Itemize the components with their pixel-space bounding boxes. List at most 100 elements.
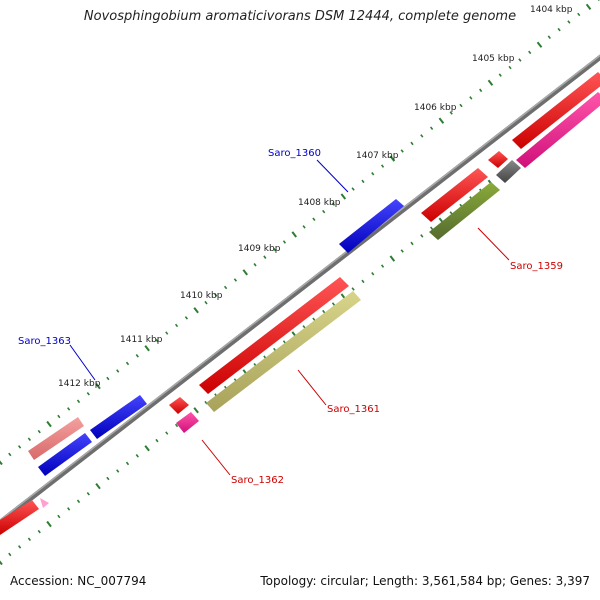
gene-cds-saro-1360[interactable] bbox=[339, 199, 404, 253]
strand-tick bbox=[400, 249, 404, 253]
ruler-tick bbox=[487, 79, 494, 86]
ruler-tick bbox=[155, 338, 159, 343]
ruler-ticks bbox=[0, 0, 600, 466]
ruler-tick bbox=[528, 50, 532, 55]
strand-tick bbox=[86, 492, 90, 496]
ruler-label-1407: 1407 kbp bbox=[356, 151, 399, 161]
strand-tick bbox=[331, 302, 336, 306]
ruler-tick bbox=[184, 316, 189, 320]
gene-cds-saro-1361[interactable] bbox=[199, 277, 349, 394]
strand-tick bbox=[144, 445, 150, 452]
strand-tick bbox=[429, 226, 434, 230]
strand-tick bbox=[67, 507, 71, 511]
ruler-label-1411: 1411 kbp bbox=[120, 335, 163, 345]
strand-tick bbox=[0, 560, 3, 566]
ruler-tick bbox=[400, 149, 404, 153]
gene-cds-blue-mid-left[interactable] bbox=[90, 395, 147, 439]
strand-tick bbox=[125, 461, 130, 466]
accession-text: Accession: NC_007794 bbox=[10, 574, 147, 588]
ruler-tick bbox=[106, 376, 110, 381]
ruler-tick bbox=[8, 452, 12, 457]
genome-summary-text: Topology: circular; Length: 3,561,584 bp… bbox=[260, 574, 590, 588]
genome-backbone bbox=[0, 54, 600, 526]
ruler-label-1409: 1409 kbp bbox=[238, 244, 281, 254]
strand-tick bbox=[174, 423, 179, 428]
ruler-tick bbox=[302, 225, 306, 229]
ruler-tick bbox=[536, 41, 543, 48]
ruler-tick bbox=[567, 20, 571, 24]
ruler-tick bbox=[438, 117, 445, 124]
gene-magenta-top-right[interactable] bbox=[516, 92, 600, 168]
ruler-tick bbox=[371, 172, 375, 176]
ruler-tick bbox=[174, 323, 179, 328]
strand-tick bbox=[389, 255, 396, 262]
gene-khaki-saro-1361[interactable] bbox=[206, 291, 361, 412]
ruler-tick bbox=[429, 126, 434, 130]
ruler-tick bbox=[498, 73, 502, 77]
ruler-labels: 1404 kbp 1405 kbp 1406 kbp 1407 kbp 1408… bbox=[58, 5, 573, 389]
strand-tick bbox=[165, 431, 169, 435]
gene-magenta-saro-1362[interactable] bbox=[176, 412, 199, 433]
ruler-tick bbox=[351, 187, 355, 191]
ruler-tick bbox=[518, 58, 522, 62]
gene-label-saro-1360[interactable]: Saro_1360 bbox=[268, 148, 321, 159]
leader-line-saro-1359 bbox=[477, 227, 510, 261]
gene-cds-saro-1362-small[interactable] bbox=[169, 397, 189, 414]
gene-gray-right[interactable] bbox=[496, 160, 521, 183]
ruler-tick bbox=[282, 240, 287, 244]
gene-cds-top-right[interactable] bbox=[512, 72, 600, 149]
gene-pink-small[interactable] bbox=[40, 498, 49, 508]
strand-tick bbox=[57, 514, 61, 519]
strand-tick bbox=[17, 545, 22, 549]
ruler-tick bbox=[420, 134, 424, 138]
ruler-tick bbox=[37, 429, 41, 434]
leader-line-saro-1362 bbox=[201, 439, 231, 476]
ruler-tick bbox=[597, 0, 600, 1]
ruler-tick bbox=[253, 263, 257, 267]
strand-tick bbox=[37, 529, 41, 534]
gene-cds-saro-1359[interactable] bbox=[421, 168, 488, 222]
strand-tick bbox=[8, 552, 12, 557]
gene-salmon-left[interactable] bbox=[28, 417, 84, 460]
genome-backbone-highlight bbox=[0, 54, 600, 522]
strand-tick bbox=[46, 520, 52, 528]
ruler-tick bbox=[331, 202, 336, 206]
gene-label-saro-1361[interactable]: Saro_1361 bbox=[327, 404, 380, 415]
strand-tick bbox=[420, 234, 424, 238]
ruler-tick bbox=[27, 437, 32, 441]
ruler-tick bbox=[273, 247, 277, 252]
ruler-label-1410: 1410 kbp bbox=[180, 291, 223, 301]
gene-olive-saro-1359[interactable] bbox=[429, 182, 500, 240]
ruler-tick bbox=[242, 269, 248, 276]
gene-label-saro-1359[interactable]: Saro_1359 bbox=[510, 261, 563, 272]
strand-tick bbox=[155, 438, 159, 443]
ruler-tick bbox=[76, 399, 81, 404]
gene-cds-small-right[interactable] bbox=[488, 151, 508, 168]
ruler-label-1406: 1406 kbp bbox=[414, 103, 457, 113]
strand-tick bbox=[312, 317, 316, 321]
ruler-label-1412: 1412 kbp bbox=[58, 379, 101, 389]
ruler-tick bbox=[361, 179, 365, 184]
gene-cds-bottom-left[interactable] bbox=[0, 500, 39, 535]
ruler-tick bbox=[547, 35, 551, 39]
ruler-tick bbox=[585, 3, 592, 11]
gene-label-saro-1362[interactable]: Saro_1362 bbox=[231, 475, 284, 486]
ruler-label-1405: 1405 kbp bbox=[472, 54, 515, 64]
ruler-label-1404: 1404 kbp bbox=[530, 5, 573, 15]
strand-tick bbox=[302, 325, 306, 329]
ruler-tick bbox=[233, 278, 238, 282]
ruler-tick bbox=[340, 193, 347, 200]
strand-tick bbox=[351, 287, 355, 291]
ruler-tick bbox=[193, 307, 199, 314]
ruler-tick bbox=[459, 103, 463, 108]
ruler-tick bbox=[67, 407, 71, 411]
gene-label-saro-1363[interactable]: Saro_1363 bbox=[18, 336, 71, 347]
ruler-label-1408: 1408 kbp bbox=[298, 198, 341, 208]
gene-cds-blue-bottom-left[interactable] bbox=[38, 433, 92, 476]
ruler-tick bbox=[17, 445, 22, 449]
ruler-tick bbox=[557, 27, 561, 32]
leader-line-saro-1363 bbox=[69, 344, 96, 381]
ruler-tick bbox=[135, 354, 139, 358]
genome-title: Novosphingobium aromaticivorans DSM 1244… bbox=[83, 9, 517, 24]
leader-line-saro-1361 bbox=[297, 369, 327, 406]
